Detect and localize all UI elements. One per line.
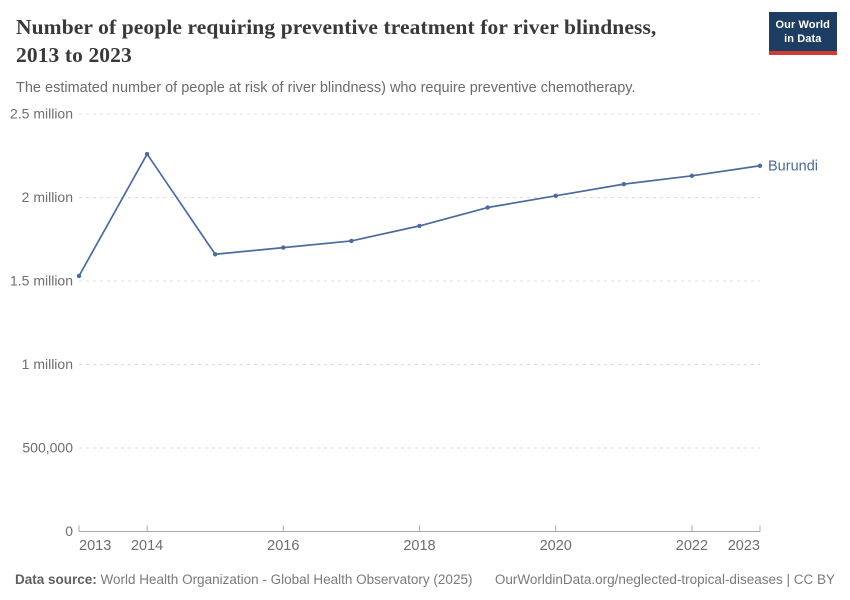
data-source-value: World Health Organization - Global Healt… — [96, 572, 473, 587]
title-line-2: 2013 to 2023 — [16, 43, 132, 68]
y-axis-tick-label: 1 million — [22, 356, 73, 372]
owid-logo: Our World in Data — [768, 12, 837, 55]
series-end-label: Burundi — [768, 158, 818, 174]
title-line-1: Number of people requiring preventive tr… — [16, 15, 657, 39]
y-axis-tick-label: 2.5 million — [10, 106, 73, 122]
data-point — [553, 193, 558, 199]
chart-header: Number of people requiring preventive tr… — [16, 13, 755, 98]
chart-footer: Data source: World Health Organization -… — [15, 572, 835, 587]
data-point — [485, 205, 490, 210]
data-point — [417, 223, 422, 229]
data-point — [621, 181, 626, 187]
x-axis-tick-label: 2023 — [728, 538, 760, 554]
x-axis-tick-label: 2016 — [267, 538, 299, 554]
line-chart-canvas: 0 500,000 1 million 1.5 million 2 million 2.5… — [10, 106, 818, 555]
owid-link: OurWorldinData.org/neglected-tropical-di… — [494, 572, 835, 587]
owid-logo-line-2: in Data — [784, 33, 822, 46]
page-title: Number of people requiring preventive tr… — [16, 13, 755, 70]
data-point — [349, 238, 354, 244]
data-point — [213, 252, 218, 257]
data-point — [144, 151, 150, 157]
data-source-note: Data source: World Health Organization -… — [15, 572, 472, 587]
data-point — [689, 173, 695, 178]
y-axis-tick-label: 1.5 million — [10, 273, 73, 289]
x-axis-tick-label: 2013 — [79, 538, 111, 554]
data-source-label: Data source: — [15, 572, 97, 587]
y-axis-tick-label: 500,000 — [22, 440, 73, 456]
owid-logo-line-1: Our World — [775, 19, 830, 31]
data-point — [281, 245, 286, 250]
data-point — [76, 273, 82, 279]
page-subtitle: The estimated number of people at risk o… — [16, 79, 636, 96]
y-axis-tick-label: 2 million — [22, 189, 73, 205]
x-axis-tick-label: 2014 — [131, 538, 163, 554]
y-axis-tick-label: 0 — [65, 523, 73, 539]
x-axis-tick-label: 2022 — [676, 538, 708, 554]
data-point — [757, 163, 763, 168]
x-axis-tick-label: 2020 — [540, 538, 572, 554]
x-axis-tick-label: 2018 — [403, 538, 435, 554]
series-line-burundi — [78, 153, 761, 277]
